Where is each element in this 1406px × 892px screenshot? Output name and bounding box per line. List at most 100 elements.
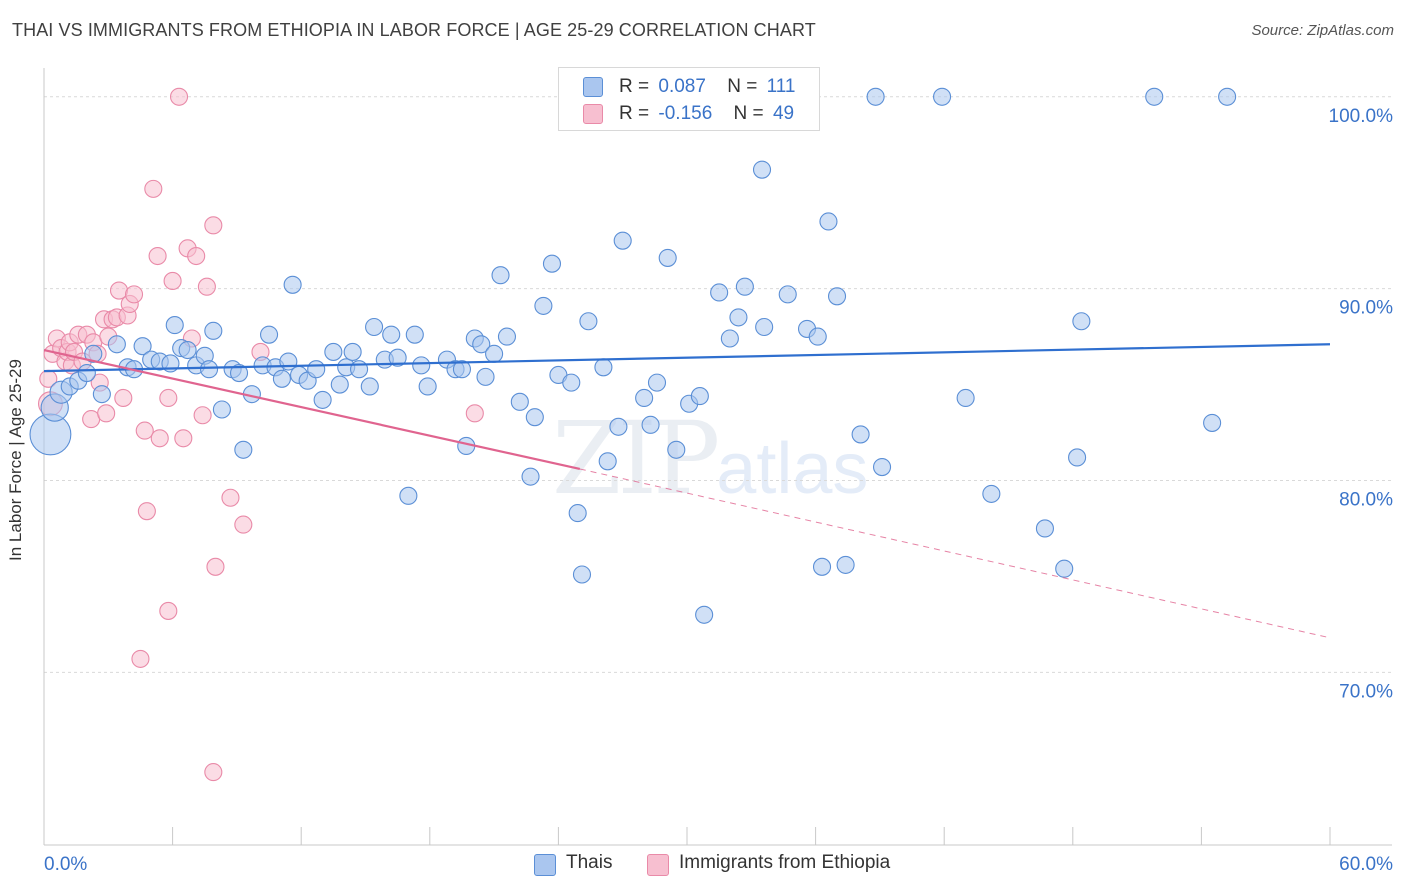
data-point-thais [755, 317, 774, 337]
data-point-thais [542, 254, 562, 273]
data-point-ethiopia [124, 285, 144, 304]
data-point-thais [1218, 87, 1237, 106]
watermark-zip: ZIP [552, 400, 720, 517]
data-point-thais [452, 360, 472, 379]
data-point-thais [204, 321, 223, 340]
legend-text-ethiopia: R = -0.156 N = 49 [619, 103, 794, 125]
data-point-ethiopia [150, 429, 169, 448]
data-point-thais [476, 367, 495, 386]
data-point-ethiopia [131, 649, 150, 668]
data-point-thais [641, 415, 660, 434]
data-point-thais [388, 348, 407, 367]
data-point-thais [84, 344, 103, 363]
data-point-thais [562, 373, 581, 392]
y-axis-label: In Labor Force | Age 25-29 [6, 359, 25, 561]
data-point-ethiopia [465, 404, 484, 423]
data-point-ethiopia [159, 388, 178, 408]
data-point-ethiopia [204, 216, 223, 235]
data-point-thais [729, 308, 748, 327]
data-point-thais [695, 605, 714, 624]
label-layer: 100.0% 90.0% 80.0% 70.0% 0.0% 60.0% [44, 106, 1393, 875]
data-point-thais [360, 377, 379, 396]
trend-line-ethiopia [43, 348, 581, 471]
points-layer [29, 85, 1237, 782]
legend-n-label: N = [727, 76, 758, 97]
data-point-thais [307, 360, 326, 379]
data-point-ethiopia [221, 488, 240, 507]
bottom-legend-swatch-thais [534, 854, 556, 876]
data-point-thais [872, 458, 892, 477]
data-point-ethiopia [234, 515, 253, 534]
legend-swatch-ethiopia [583, 104, 603, 124]
data-point-thais [572, 565, 592, 584]
grid-layer [44, 96, 1392, 673]
data-point-thais [472, 335, 491, 354]
data-point-thais [778, 285, 797, 304]
data-point-thais [808, 327, 827, 346]
legend-text-thais: R = 0.087 N = 111 [619, 76, 796, 98]
data-point-thais [272, 369, 291, 388]
data-point-ethiopia [204, 763, 223, 782]
data-point-thais [521, 467, 540, 486]
legend: R = 0.087 N = 111 R = -0.156 N = 49 [558, 67, 820, 131]
y-tick-label: 90.0% [1339, 298, 1393, 319]
legend-n-label: N = [733, 103, 764, 124]
data-point-thais [851, 425, 870, 444]
watermark-atlas: atlas [716, 429, 869, 509]
data-point-thais [313, 390, 332, 409]
data-point-thais [1035, 519, 1054, 538]
bottom-legend-label-thais: Thais [566, 852, 613, 873]
data-point-thais [525, 408, 544, 427]
legend-n-value: 111 [766, 76, 796, 97]
data-point-thais [609, 417, 628, 436]
data-point-ethiopia [114, 388, 133, 408]
data-point-thais [819, 212, 838, 231]
data-point-thais [165, 316, 184, 335]
chart-title: THAI VS IMMIGRANTS FROM ETHIOPIA IN LABO… [12, 20, 816, 40]
legend-n-value: 49 [772, 103, 795, 124]
data-point-thais [579, 312, 598, 331]
data-point-thais [1068, 448, 1087, 467]
data-point-thais [933, 87, 952, 106]
legend-r-value: 0.087 [658, 76, 706, 97]
data-point-thais [667, 440, 686, 459]
data-point-ethiopia [187, 246, 206, 266]
data-point-thais [635, 388, 654, 408]
data-point-thais [1072, 312, 1091, 331]
data-point-thais [212, 400, 231, 419]
data-point-ethiopia [148, 246, 167, 266]
trend-extension-ethiopia [579, 468, 1331, 639]
data-point-thais [324, 342, 343, 361]
data-point-ethiopia [144, 179, 163, 198]
data-point-thais [1145, 87, 1164, 106]
data-point-ethiopia [169, 87, 189, 106]
data-point-ethiopia [197, 277, 216, 296]
data-point-thais [229, 363, 249, 383]
data-point-thais [399, 486, 418, 505]
data-point-thais [133, 337, 152, 356]
data-point-thais [752, 160, 772, 179]
data-point-thais [866, 87, 885, 106]
data-point-thais [382, 325, 401, 344]
data-point-thais [658, 248, 677, 267]
data-point-thais [690, 387, 709, 406]
data-point-thais [1055, 559, 1074, 578]
data-point-thais [491, 266, 510, 285]
data-point-ethiopia [135, 421, 154, 440]
data-point-thais [1203, 413, 1222, 432]
data-point-thais [956, 388, 975, 408]
data-point-thais [510, 392, 529, 411]
data-point-ethiopia [137, 502, 156, 521]
legend-r-value: -0.156 [658, 103, 713, 124]
data-point-thais [350, 360, 369, 379]
y-tick-label: 80.0% [1339, 489, 1393, 510]
legend-r-label: R = [619, 76, 650, 97]
data-point-thais [497, 327, 517, 346]
data-point-thais [92, 385, 111, 404]
data-point-thais [735, 277, 754, 296]
watermark: ZIPatlas [552, 400, 868, 517]
data-point-ethiopia [163, 271, 182, 291]
data-point-thais [647, 373, 667, 392]
data-point-thais [234, 440, 253, 459]
